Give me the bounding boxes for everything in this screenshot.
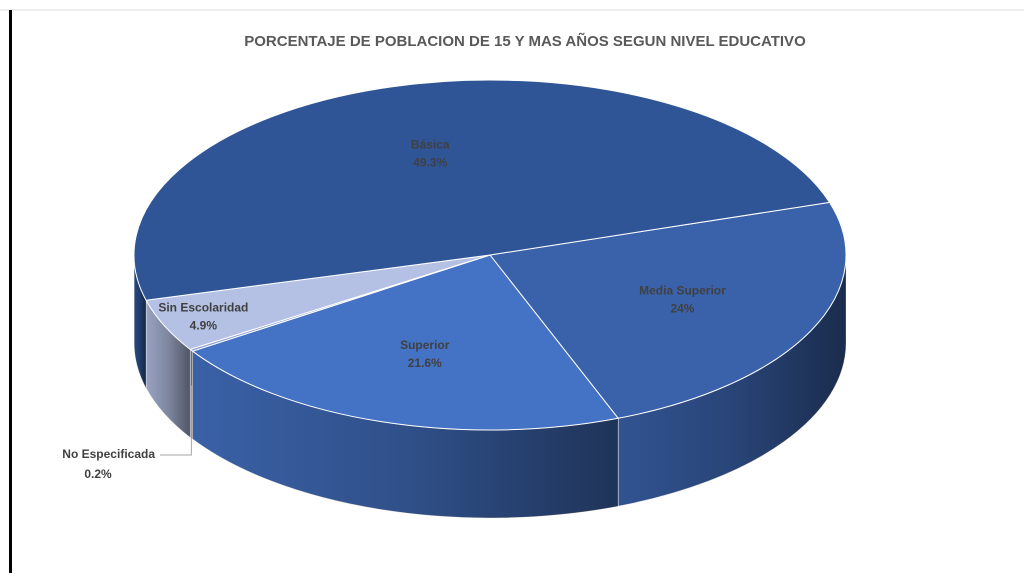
slice-side-shade: [618, 255, 846, 507]
slice-label: Media Superior: [639, 284, 726, 298]
value-label: 21.6%: [408, 356, 442, 370]
leader-line: [160, 385, 192, 456]
chart-title: PORCENTAJE DE POBLACION DE 15 Y MAS AÑOS…: [244, 32, 806, 50]
slice-label: Básica: [411, 137, 450, 151]
slice-side-shade: [146, 300, 191, 438]
slice: [489, 201, 847, 419]
slice: [133, 79, 831, 301]
slice-label: No Especificada: [62, 447, 155, 461]
slice-side-shade: [192, 351, 619, 518]
slice: [191, 254, 620, 431]
value-label: 4.9%: [190, 318, 218, 332]
frame-left: [9, 10, 12, 573]
value-label: 24%: [670, 302, 694, 316]
value-label: 0.2%: [84, 467, 112, 481]
slice-side-shade: [134, 255, 147, 389]
slice-label: Superior: [400, 338, 450, 352]
slice-label: Sin Escolaridad: [158, 300, 248, 314]
value-label: 49.3%: [413, 155, 447, 169]
